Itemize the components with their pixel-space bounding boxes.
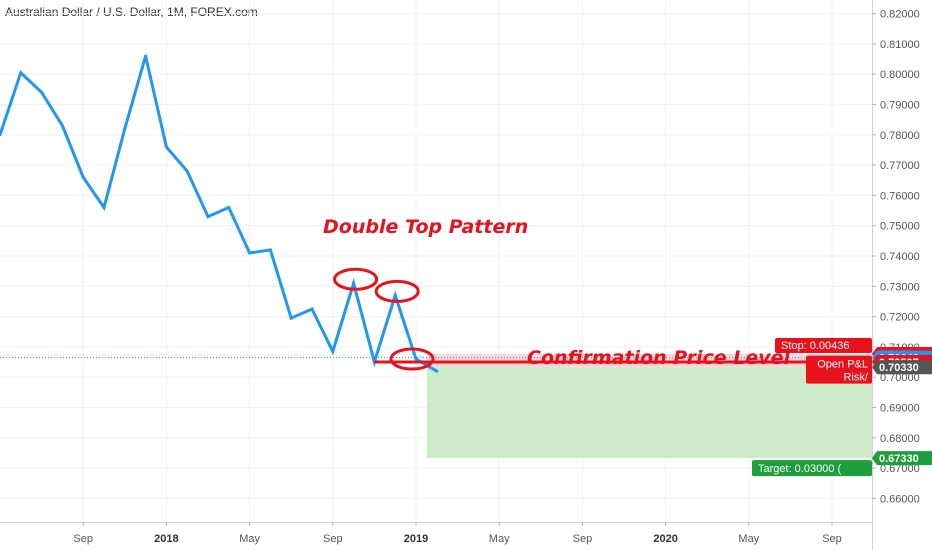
series-point [19,71,23,75]
series-point [123,127,127,131]
x-tick-label: Sep [73,533,93,545]
stop-tag-bg [775,337,872,353]
x-tick-label: 2019 [404,533,428,545]
series-points [0,54,439,373]
double-top-marker [374,279,420,303]
series-point [185,169,189,173]
y-tick-label: 0.78000 [880,130,920,142]
x-tick-label: May [239,533,260,545]
target-zone [427,367,872,459]
y-tick-label: 0.81000 [880,39,920,51]
target-tag: Target: 0.03000 ( [758,463,842,475]
target-tag-bg [752,460,872,477]
series-point [248,251,252,255]
risk-label: Risk/ [844,372,869,384]
series-point [60,124,64,128]
x-tick-label: May [738,533,759,545]
price-axis[interactable]: 0.82000 0.81000 0.80000 0.79000 0.78000 0.770… [872,9,920,506]
series-point [144,54,148,58]
series-point [435,369,439,373]
double-top-marker [389,347,435,371]
target-price-tag-bg [872,451,932,466]
stop-tag-group: Stop: 0.00436 [775,337,872,353]
open-pl-tag: Open P&L [817,359,868,371]
x-tick-label: May [489,533,510,545]
series-point [268,248,272,252]
y-tick-label: 0.69000 [880,403,920,415]
y-tick-label: 0.70000 [880,372,920,384]
confirmation-label: Confirmation Price Level [527,347,791,369]
series-point [352,281,356,285]
position-zones [427,353,872,459]
series-point [414,357,418,361]
y-tick-label: 0.76000 [880,190,920,202]
chart-title: Australian Dollar / U.S. Dollar, 1M, FOR… [5,5,258,19]
y-tick-label: 0.80000 [880,69,920,81]
y-tick-label: 0.66000 [880,493,920,505]
series-point [164,145,168,149]
y-tick-label: 0.82000 [880,9,920,21]
entry-price-tag-group: 0.70330 [872,360,932,375]
series-point [331,349,335,353]
series-point [289,316,293,320]
series-point [81,175,85,179]
x-tick-label: 2018 [154,533,178,545]
time-axis[interactable]: Sep 2018 May Sep 2019 May Sep 2020 May Sep [0,522,872,545]
y-tick-label: 0.67000 [880,463,920,475]
series-point [393,293,397,297]
y-tick-label: 0.73000 [880,281,920,293]
entry-price-tag-bg [872,360,932,375]
double-top-title: Double Top Pattern [323,216,528,238]
y-tick-label: 0.68000 [880,433,920,445]
y-tick-label: 0.74000 [880,251,920,263]
double-top-marker [333,267,379,291]
x-tick-label: 2020 [653,533,677,545]
series-point [40,90,44,94]
y-tick-label: 0.79000 [880,100,920,112]
series-point [227,206,231,210]
open-pl-tag-group: Open P&L [806,355,872,384]
y-tick-label: 0.75000 [880,221,920,233]
x-tick-label: Sep [822,533,842,545]
target-tag-group: Target: 0.03000 ( [752,460,872,477]
double-top-markers [333,267,435,371]
series-point [206,215,210,219]
stop-tag: Stop: 0.00436 [781,340,850,352]
entry-price-tag: 0.70330 [879,362,919,374]
series-point [0,133,2,137]
y-tick-label: 0.72000 [880,312,920,324]
x-tick-label: Sep [573,533,593,545]
series-line [0,55,438,373]
series-point [102,206,106,210]
target-price-tag: 0.67330 [879,453,919,465]
series-point [310,307,314,311]
open-pl-tag-bg [806,355,872,384]
y-tick-label: 0.77000 [880,160,920,172]
x-tick-label: Sep [323,533,343,545]
target-price-tag-group: 0.67330 [872,451,932,466]
